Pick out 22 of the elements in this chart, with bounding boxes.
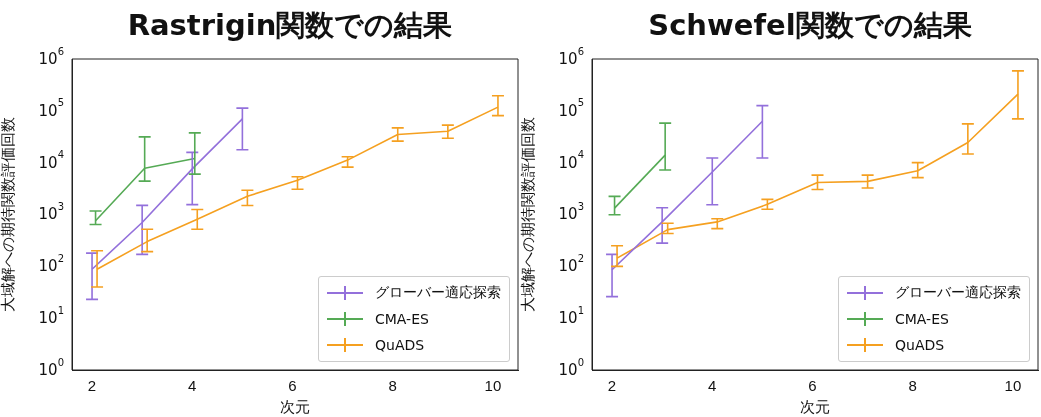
x-tick-label: 8 xyxy=(388,377,397,395)
x-tick-label: 4 xyxy=(708,377,717,395)
x-tick-label: 2 xyxy=(607,377,617,395)
x-tick-label: 2 xyxy=(87,377,97,395)
x-tick-label: 10 xyxy=(1004,377,1022,395)
chart-title: Schwefel関数での結果 xyxy=(647,7,973,44)
x-tick-label: 8 xyxy=(908,377,917,395)
x-axis-title: 次元 xyxy=(280,398,310,416)
legend-label: グローバー適応探索 xyxy=(375,284,501,302)
x-tick-label: 10 xyxy=(484,377,502,395)
chart-title: Rastrigin関数での結果 xyxy=(126,7,454,44)
y-axis-title: 大域解への期待関数評価回数 xyxy=(0,117,17,312)
legend-label: グローバー適応探索 xyxy=(895,284,1021,302)
x-tick-label: 6 xyxy=(288,377,297,395)
y-axis-title: 大域解への期待関数評価回数 xyxy=(519,117,537,312)
legend-label: QuADS xyxy=(895,337,945,353)
x-tick-label: 4 xyxy=(188,377,197,395)
legend-label: CMA-ES xyxy=(375,311,429,327)
x-axis-title: 次元 xyxy=(800,398,830,416)
x-tick-label: 6 xyxy=(808,377,817,395)
legend-label: QuADS xyxy=(375,337,425,353)
legend-label: CMA-ES xyxy=(895,311,949,327)
